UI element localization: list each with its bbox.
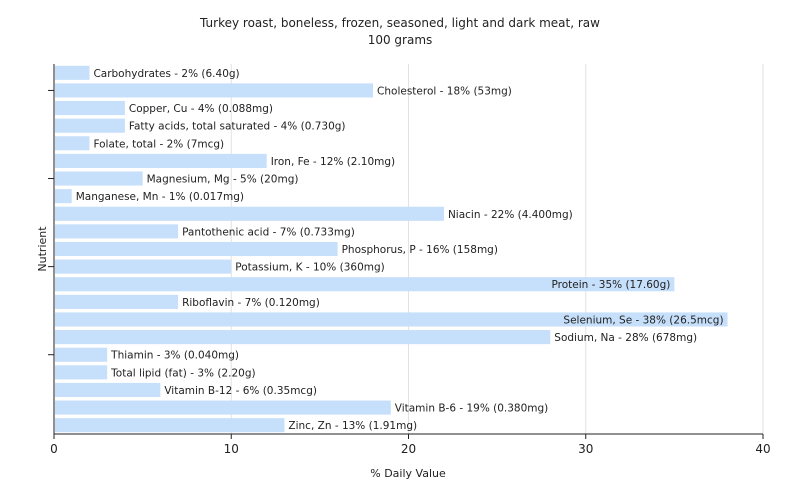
bar-label: Zinc, Zn - 13% (1.91mg) (288, 420, 417, 432)
bar-label: Magnesium, Mg - 5% (20mg) (147, 174, 299, 186)
chart-subtitle: 100 grams (368, 33, 433, 47)
bar (55, 101, 125, 116)
y-axis-label: Nutrient (36, 226, 49, 272)
x-ticks-group: 0 10 20 30 40 (50, 434, 771, 456)
bars-group: Carbohydrates - 2% (6.40g) Cholesterol - … (55, 65, 728, 433)
bar (55, 153, 267, 168)
bar-label: Vitamin B-12 - 6% (0.35mcg) (164, 385, 317, 397)
bar (55, 382, 161, 397)
x-tick-label: 30 (578, 442, 593, 456)
bar (55, 83, 374, 98)
bar (55, 65, 90, 80)
bar (55, 189, 72, 204)
bar-label: Total lipid (fat) - 3% (2.20g) (110, 367, 255, 379)
bar (55, 365, 108, 380)
chart-title: Turkey roast, boneless, frozen, seasoned… (199, 16, 600, 30)
bar-label: Vitamin B-6 - 19% (0.380mg) (395, 403, 549, 415)
x-tick-label: 40 (755, 442, 770, 456)
x-tick-label: 10 (224, 442, 239, 456)
bar-label: Copper, Cu - 4% (0.088mg) (129, 103, 273, 115)
bar (55, 206, 444, 221)
bar-label: Iron, Fe - 12% (2.10mg) (271, 156, 395, 168)
bar-label: Manganese, Mn - 1% (0.017mg) (76, 191, 244, 203)
bar (55, 241, 338, 257)
bar-label: Potassium, K - 10% (360mg) (235, 262, 385, 274)
bar (55, 418, 285, 433)
x-axis-label: % Daily Value (370, 467, 446, 480)
bar-label: Niacin - 22% (4.400mg) (448, 209, 573, 221)
bar-label: Folate, total - 2% (7mcg) (93, 138, 224, 150)
bar-label: Pantothenic acid - 7% (0.733mg) (182, 226, 355, 238)
bar-label: Fatty acids, total saturated - 4% (0.730… (129, 121, 346, 133)
bar (55, 171, 143, 186)
bar-label: Phosphorus, P - 16% (158mg) (342, 244, 498, 256)
bar (55, 294, 179, 309)
bar (55, 347, 108, 362)
bar-label: Selenium, Se - 38% (26.5mcg) (563, 314, 723, 326)
bar (55, 118, 125, 133)
x-tick-label: 0 (50, 442, 58, 456)
bar-label: Sodium, Na - 28% (678mg) (554, 332, 697, 344)
bar (55, 277, 675, 292)
bar (55, 224, 179, 239)
bar (55, 330, 551, 345)
bar-label: Carbohydrates - 2% (6.40g) (93, 68, 239, 80)
bar (55, 312, 728, 327)
bar (55, 400, 391, 415)
x-tick-label: 20 (401, 442, 416, 456)
bar-label: Protein - 35% (17.60g) (552, 279, 671, 291)
bar-label: Riboflavin - 7% (0.120mg) (182, 297, 320, 309)
bar-label: Cholesterol - 18% (53mg) (377, 85, 512, 97)
bar (55, 136, 90, 151)
bar-label: Thiamin - 3% (0.040mg) (110, 350, 239, 362)
bar (55, 259, 232, 274)
